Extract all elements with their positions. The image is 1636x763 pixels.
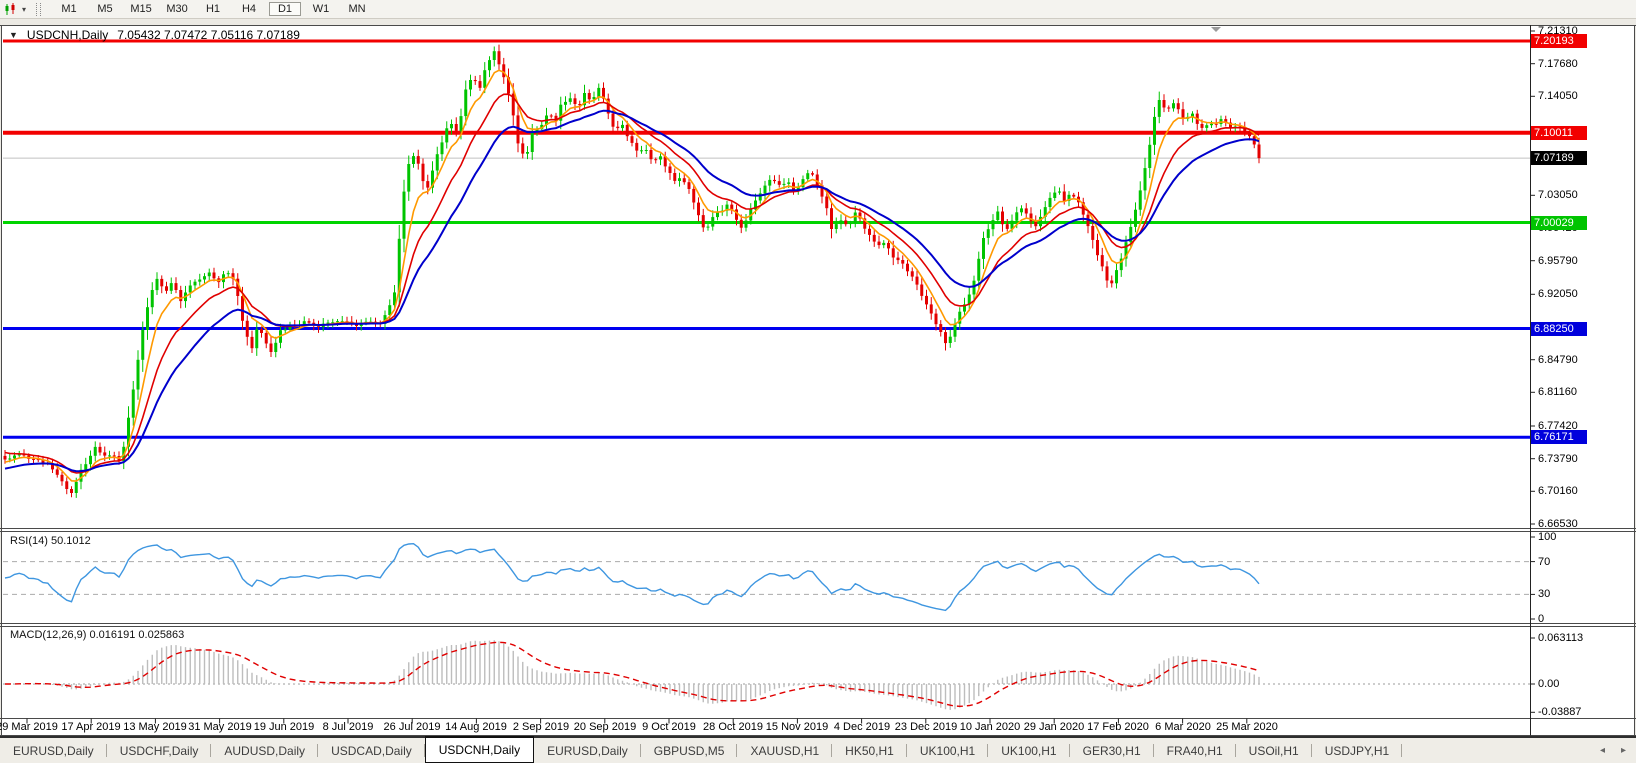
rsi-label: RSI(14) 50.1012 bbox=[10, 535, 91, 547]
chart-tab-fra40-h1[interactable]: FRA40,H1 bbox=[1154, 738, 1236, 763]
chart-tab-uk100-h1[interactable]: UK100,H1 bbox=[988, 738, 1070, 763]
date-tick-label: 8 Jul 2019 bbox=[322, 721, 374, 733]
chart-tabs: EURUSD,Daily USDCHF,Daily AUDUSD,Daily USDC… bbox=[0, 736, 1403, 763]
tab-scroll-left-icon[interactable]: ◂ bbox=[1599, 745, 1605, 756]
date-tick-label: 2 Sep 2019 bbox=[512, 721, 570, 733]
price-tick-label: 6.66530 bbox=[1538, 518, 1578, 530]
chart-title: ▼ USDCNH,Daily 7.05432 7.07472 7.05116 7… bbox=[9, 28, 300, 42]
mini-candles-icon bbox=[5, 2, 15, 15]
timeframe-button-w1[interactable]: W1 bbox=[312, 3, 330, 15]
date-tick-label: 17 Feb 2020 bbox=[1087, 721, 1149, 733]
timeframe-button-m5[interactable]: M5 bbox=[97, 3, 113, 15]
macd-tick-label: -0.03887 bbox=[1538, 706, 1582, 718]
date-tick-label: 17 Apr 2019 bbox=[61, 721, 121, 733]
chart-tab-usdcnh-daily[interactable]: USDCNH,Daily bbox=[424, 736, 535, 763]
chart-shift-marker-icon bbox=[1211, 27, 1221, 32]
timeframe-button-h1[interactable]: H1 bbox=[205, 3, 221, 15]
dropdown-caret-icon: ▾ bbox=[22, 4, 27, 14]
timeframe-button-m1[interactable]: M1 bbox=[61, 3, 77, 15]
chart-tab-eurusd-daily[interactable]: EURUSD,Daily bbox=[0, 738, 107, 763]
chart-ohlc-values: 7.05432 7.07472 7.05116 7.07189 bbox=[117, 28, 300, 42]
price-tag: 7.20193 bbox=[1531, 34, 1587, 48]
date-tick-label: 19 Jun 2019 bbox=[253, 721, 315, 733]
price-tick-label: 6.84790 bbox=[1538, 354, 1578, 366]
date-tick-label: 26 Jul 2019 bbox=[383, 721, 441, 733]
tab-scroll-arrows: ◂ ▸ bbox=[1600, 738, 1636, 763]
tab-scroll-right-icon[interactable]: ▸ bbox=[1620, 745, 1626, 756]
price-tag: 7.10011 bbox=[1531, 126, 1587, 140]
date-tick-label: 23 Dec 2019 bbox=[894, 721, 958, 733]
chart-tab-usdcad-daily[interactable]: USDCAD,Daily bbox=[318, 738, 425, 763]
chart-tab-eurusd-daily[interactable]: EURUSD,Daily bbox=[534, 738, 641, 763]
price-tick-label: 6.95790 bbox=[1538, 255, 1578, 267]
chart-tab-uk100-h1[interactable]: UK100,H1 bbox=[907, 738, 989, 763]
chart-tab-usoil-h1[interactable]: USOil,H1 bbox=[1236, 738, 1312, 763]
date-tick-label: 28 Oct 2019 bbox=[703, 721, 763, 733]
chart-tab-xauusd-h1[interactable]: XAUUSD,H1 bbox=[737, 738, 832, 763]
chart-tab-usdjpy-h1[interactable]: USDJPY,H1 bbox=[1312, 738, 1403, 763]
timeframe-button-m15[interactable]: M15 bbox=[130, 3, 152, 15]
chart-tab-ger30-h1[interactable]: GER30,H1 bbox=[1070, 738, 1154, 763]
chart-tab-gbpusd-m5[interactable]: GBPUSD,M5 bbox=[641, 738, 738, 763]
price-tick-label: 6.73790 bbox=[1538, 453, 1578, 465]
price-tick-label: 6.81160 bbox=[1538, 386, 1577, 398]
price-tick-label: 7.17680 bbox=[1538, 58, 1578, 70]
rsi-tick-label: 100 bbox=[1538, 531, 1557, 543]
date-tick-label: 14 Aug 2019 bbox=[445, 721, 507, 733]
price-tick-label: 7.03050 bbox=[1538, 189, 1578, 201]
toolbar: ▾ M1 M5 M15 M30 H1 H4 D1 W1 MN bbox=[0, 0, 1636, 19]
price-tick-label: 6.70160 bbox=[1538, 485, 1578, 497]
date-tick-label: 31 May 2019 bbox=[188, 721, 252, 733]
price-tick-label: 6.92050 bbox=[1538, 288, 1578, 300]
macd-tick-label: 0.063113 bbox=[1538, 632, 1584, 644]
price-tag: 6.76171 bbox=[1531, 430, 1587, 444]
price-tag: 6.88250 bbox=[1531, 322, 1587, 336]
timeframe-group: M1 M5 M15 M30 H1 H4 D1 W1 MN bbox=[51, 2, 375, 16]
chart-tab-hk50-h1[interactable]: HK50,H1 bbox=[832, 738, 907, 763]
rsi-tick-label: 30 bbox=[1538, 588, 1551, 600]
toolbar-grip-handle[interactable] bbox=[36, 2, 42, 16]
date-tick-label: 13 May 2019 bbox=[123, 721, 187, 733]
chart-tab-audusd-daily[interactable]: AUDUSD,Daily bbox=[211, 738, 318, 763]
chart-tab-usdchf-daily[interactable]: USDCHF,Daily bbox=[107, 738, 212, 763]
date-tick-label: 25 Mar 2020 bbox=[1216, 721, 1278, 733]
chart-type-icon[interactable]: ▾ bbox=[0, 1, 30, 17]
date-tick-label: 29 Jan 2020 bbox=[1023, 721, 1085, 733]
timeframe-button-d1[interactable]: D1 bbox=[269, 2, 302, 16]
date-tick-label: 29 Mar 2019 bbox=[0, 721, 58, 733]
date-tick-label: 10 Jan 2020 bbox=[959, 721, 1021, 733]
chart-symbol-title: USDCNH,Daily bbox=[26, 28, 109, 42]
macd-tick-label: 0.00 bbox=[1538, 678, 1560, 690]
price-tag: 7.07189 bbox=[1531, 151, 1587, 165]
date-tick-label: 15 Nov 2019 bbox=[765, 721, 829, 733]
timeframe-button-m30[interactable]: M30 bbox=[166, 3, 188, 15]
price-tick-label: 6.77420 bbox=[1538, 420, 1578, 432]
candlesticks bbox=[3, 44, 1261, 498]
date-tick-label: 6 Mar 2020 bbox=[1155, 721, 1211, 733]
date-tick-label: 20 Sep 2019 bbox=[573, 721, 637, 733]
timeframe-button-h4[interactable]: H4 bbox=[241, 3, 257, 15]
macd-label: MACD(12,26,9) 0.016191 0.025863 bbox=[10, 629, 185, 641]
price-tag: 7.00029 bbox=[1531, 216, 1587, 230]
chart-tab-bar: EURUSD,Daily USDCHF,Daily AUDUSD,Daily USDC… bbox=[0, 736, 1636, 763]
date-tick-label: 4 Dec 2019 bbox=[833, 721, 891, 733]
collapse-chart-icon[interactable]: ▼ bbox=[9, 30, 18, 40]
rsi-tick-label: 70 bbox=[1538, 556, 1551, 568]
price-tick-label: 7.14050 bbox=[1538, 90, 1578, 102]
timeframe-button-mn[interactable]: MN bbox=[348, 3, 366, 15]
date-tick-label: 9 Oct 2019 bbox=[642, 721, 696, 733]
rsi-tick-label: 0 bbox=[1538, 613, 1545, 625]
